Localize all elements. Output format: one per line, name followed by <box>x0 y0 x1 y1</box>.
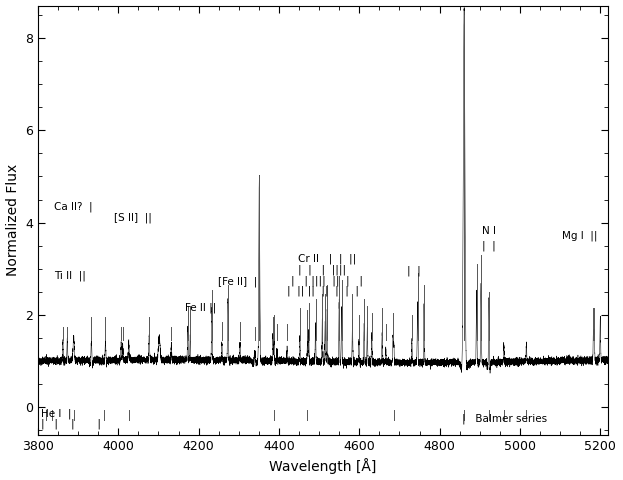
Text: |  |: | | <box>407 266 421 276</box>
Text: [Fe II]  |: [Fe II] | <box>218 276 257 287</box>
Text: |   | ||||  ||  |   |: | | |||| || | | <box>291 275 363 286</box>
Text: |   |    |       |: | | | | <box>41 418 101 429</box>
Text: Ti II  ||: Ti II || <box>54 271 86 281</box>
Text: |  |   |  ||||: | | | |||| <box>298 264 346 275</box>
Text: |   Balmer series: | Balmer series <box>462 414 547 424</box>
Text: Ca II?  |: Ca II? | <box>54 201 93 212</box>
Text: [S II]  ||: [S II] || <box>114 213 152 223</box>
Text: Cr II   |  |  ||: Cr II | | || <box>298 253 356 264</box>
X-axis label: Wavelength [Å]: Wavelength [Å] <box>270 458 377 474</box>
Text: N I: N I <box>482 226 496 236</box>
Text: |  |: | | <box>482 240 495 251</box>
Text: He I  |: He I | <box>41 408 72 419</box>
Text: |  || ||  ||  |  |  |: | || || || | | | <box>287 286 359 296</box>
Text: Mg I  ||: Mg I || <box>562 230 597 241</box>
Y-axis label: Normalized Flux: Normalized Flux <box>6 164 19 276</box>
Text: Fe II ||: Fe II || <box>184 303 216 313</box>
